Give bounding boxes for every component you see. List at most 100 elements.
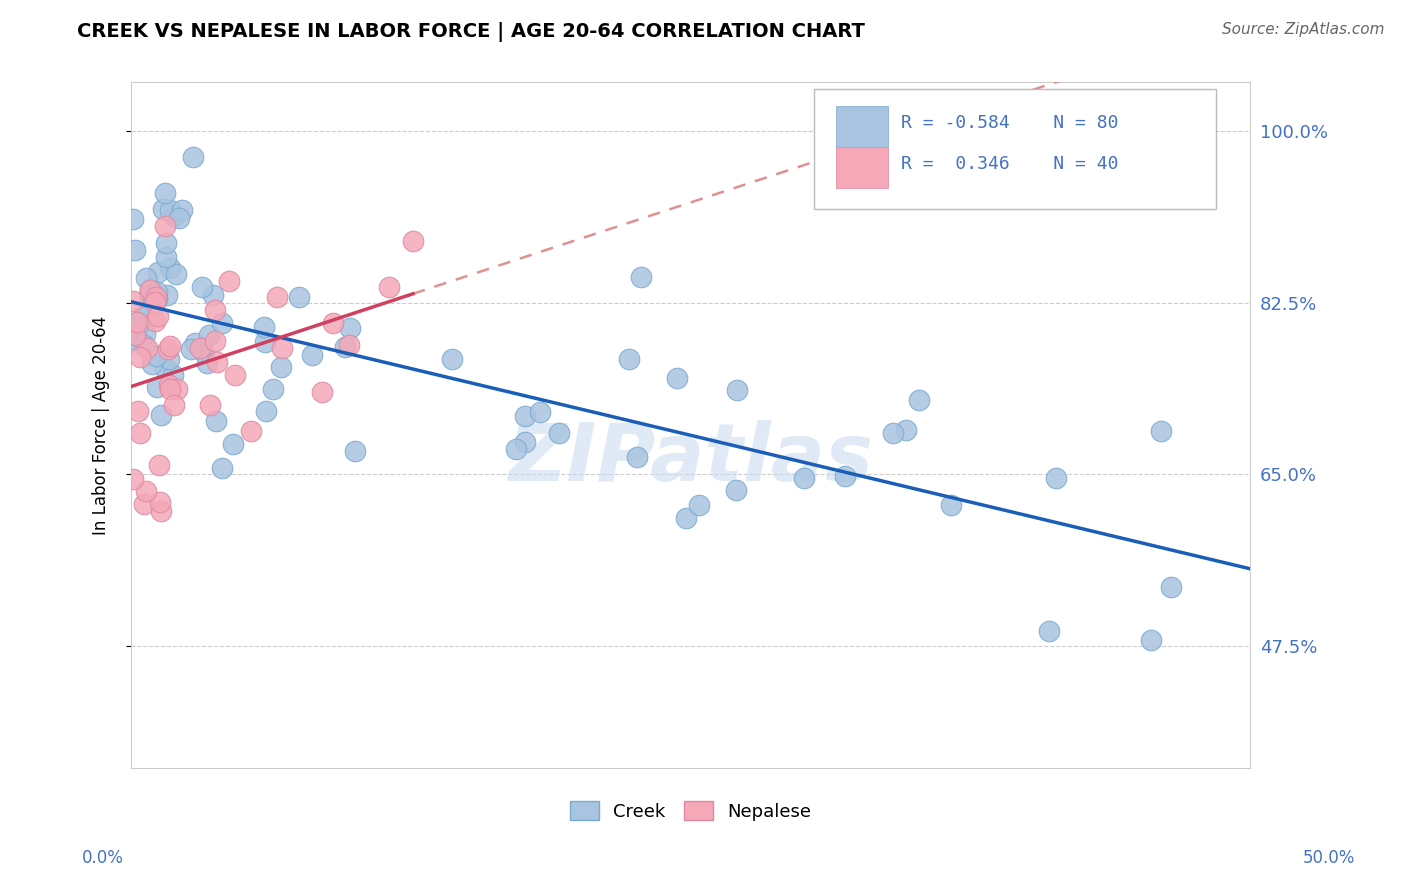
Point xyxy=(301,348,323,362)
Point xyxy=(129,425,152,440)
Point xyxy=(882,426,904,441)
Point xyxy=(441,352,464,367)
Point xyxy=(271,341,294,355)
Point xyxy=(339,321,361,335)
Point xyxy=(124,334,146,348)
Point xyxy=(205,355,228,369)
Point xyxy=(1140,633,1163,648)
Legend: Creek, Nepalese: Creek, Nepalese xyxy=(562,794,818,828)
Point xyxy=(157,352,180,367)
Point xyxy=(688,498,710,512)
Point xyxy=(205,414,228,428)
Point xyxy=(141,357,163,371)
Point xyxy=(159,339,181,353)
Point xyxy=(211,460,233,475)
Point xyxy=(202,288,225,302)
FancyBboxPatch shape xyxy=(837,147,887,188)
Point xyxy=(159,203,181,218)
Point xyxy=(191,280,214,294)
Point xyxy=(156,342,179,356)
Point xyxy=(617,351,640,366)
Point xyxy=(198,328,221,343)
Point xyxy=(136,341,159,355)
Point xyxy=(145,314,167,328)
Point xyxy=(165,267,187,281)
Point xyxy=(725,383,748,397)
Point xyxy=(132,497,155,511)
Point xyxy=(152,202,174,217)
Point xyxy=(548,426,571,441)
Point xyxy=(124,326,146,341)
Point xyxy=(163,398,186,412)
Point xyxy=(146,265,169,279)
Point xyxy=(402,234,425,248)
Point xyxy=(172,203,194,218)
Point xyxy=(146,380,169,394)
Point xyxy=(505,442,527,456)
Point xyxy=(153,219,176,234)
Point xyxy=(793,471,815,485)
Point xyxy=(1160,580,1182,594)
Point xyxy=(344,444,367,458)
Point xyxy=(378,280,401,294)
Point xyxy=(195,356,218,370)
Point xyxy=(333,340,356,354)
Point xyxy=(513,409,536,423)
Point xyxy=(675,511,697,525)
Point xyxy=(224,368,246,382)
Point xyxy=(155,251,177,265)
Point xyxy=(270,359,292,374)
Point xyxy=(145,290,167,304)
Text: 50.0%: 50.0% xyxy=(1302,849,1355,867)
Point xyxy=(513,434,536,449)
Point xyxy=(134,327,156,342)
Point xyxy=(262,382,284,396)
Point xyxy=(167,211,190,225)
Point xyxy=(122,212,145,227)
Point xyxy=(204,334,226,348)
FancyBboxPatch shape xyxy=(837,106,887,147)
Point xyxy=(1045,470,1067,484)
Point xyxy=(138,301,160,316)
Point xyxy=(149,409,172,423)
Point xyxy=(162,368,184,383)
Point xyxy=(145,349,167,363)
Point xyxy=(266,290,288,304)
Point xyxy=(181,150,204,164)
Point xyxy=(143,294,166,309)
Point xyxy=(124,243,146,257)
Point xyxy=(191,344,214,359)
Point xyxy=(150,504,173,518)
Point xyxy=(180,343,202,357)
Point xyxy=(908,393,931,408)
Point xyxy=(222,437,245,451)
Point xyxy=(1150,424,1173,438)
Point xyxy=(122,472,145,486)
Point xyxy=(149,495,172,509)
Point xyxy=(163,209,186,223)
Point xyxy=(939,499,962,513)
Point xyxy=(132,338,155,352)
FancyBboxPatch shape xyxy=(814,89,1216,209)
Y-axis label: In Labor Force | Age 20-64: In Labor Force | Age 20-64 xyxy=(93,316,110,534)
Point xyxy=(148,310,170,324)
Text: 0.0%: 0.0% xyxy=(82,849,124,867)
Point xyxy=(529,404,551,418)
Point xyxy=(125,315,148,329)
Point xyxy=(184,335,207,350)
Point xyxy=(188,341,211,355)
Point xyxy=(254,404,277,418)
Point xyxy=(204,303,226,318)
Text: Source: ZipAtlas.com: Source: ZipAtlas.com xyxy=(1222,22,1385,37)
Point xyxy=(626,450,648,465)
Point xyxy=(122,293,145,308)
Point xyxy=(240,424,263,438)
Text: R = -0.584    N = 80: R = -0.584 N = 80 xyxy=(901,114,1118,132)
Point xyxy=(124,327,146,342)
Point xyxy=(139,283,162,297)
Text: CREEK VS NEPALESE IN LABOR FORCE | AGE 20-64 CORRELATION CHART: CREEK VS NEPALESE IN LABOR FORCE | AGE 2… xyxy=(77,22,865,42)
Point xyxy=(211,317,233,331)
Point xyxy=(156,288,179,302)
Point xyxy=(665,371,688,385)
Point xyxy=(153,186,176,200)
